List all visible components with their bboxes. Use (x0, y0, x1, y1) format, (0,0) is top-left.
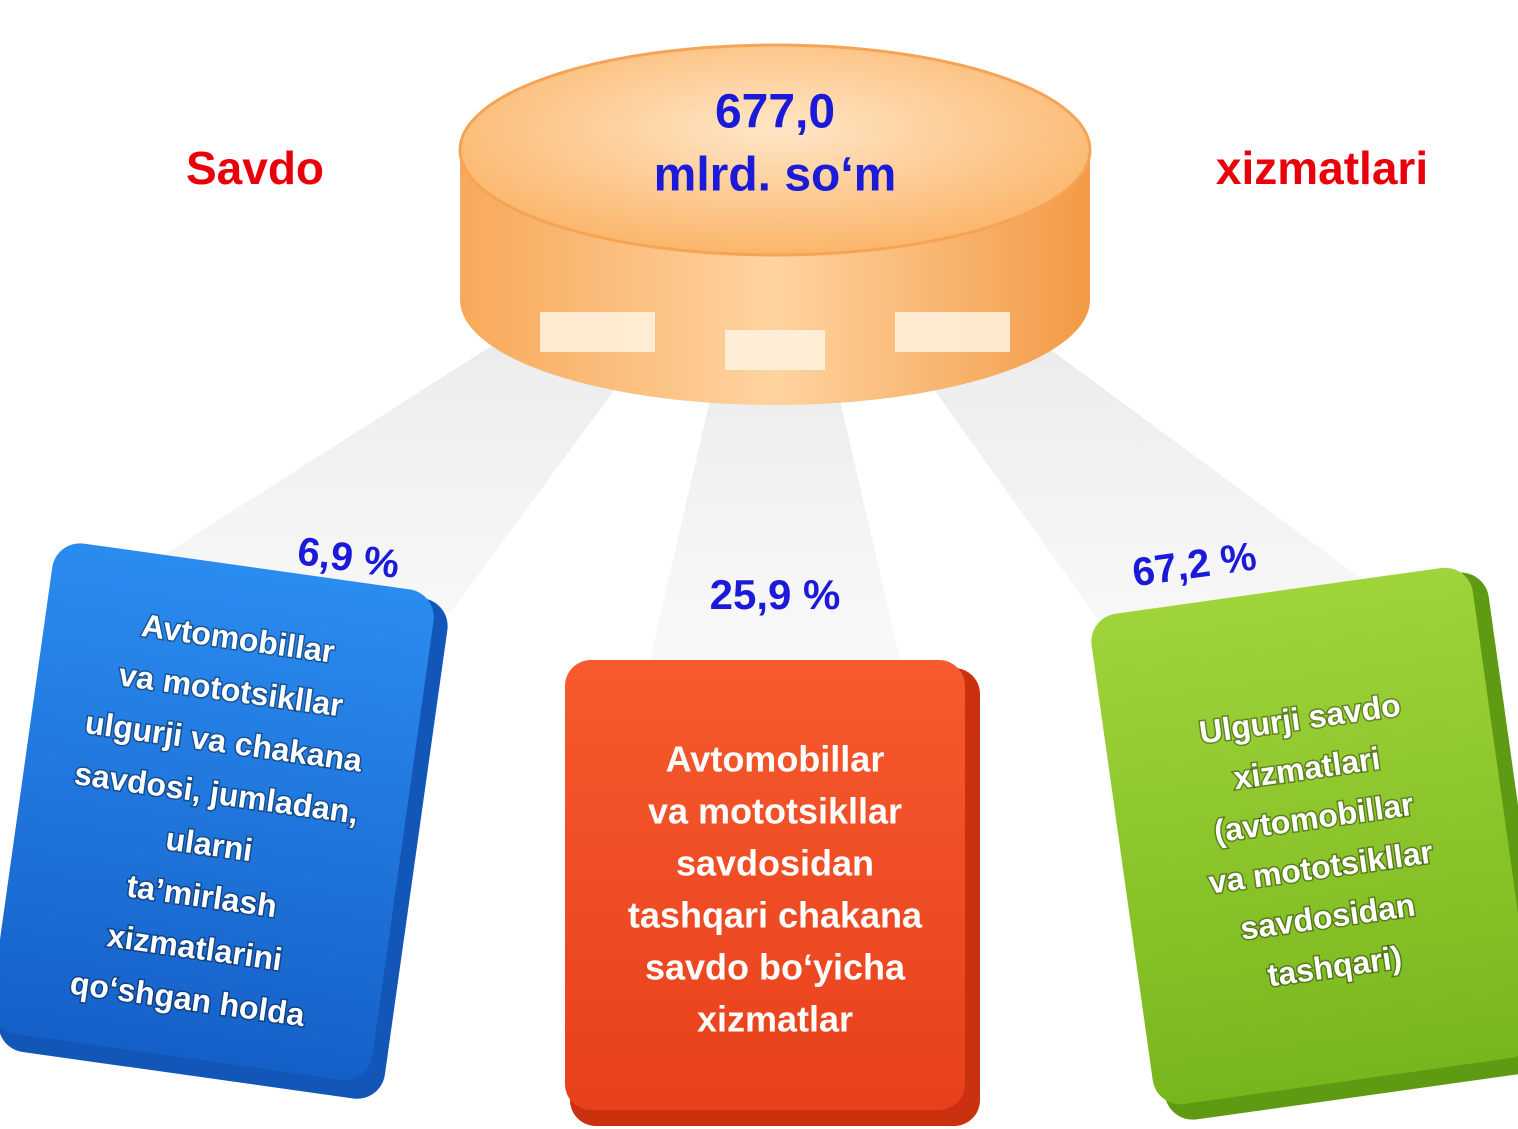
node-line: va mototsikllar (648, 791, 902, 832)
header-left: Savdo (186, 142, 324, 194)
node-percent: 25,9 % (710, 571, 841, 618)
node-line: tashqari chakana (628, 895, 923, 936)
node-box: 25,9 % Avtomobillar va mototsikllar savdos… (565, 571, 980, 1126)
node-line: xizmatlar (697, 999, 853, 1040)
node-line: savdo bo‘yicha (645, 947, 906, 988)
node-line: ularni (164, 821, 255, 869)
center-disc (458, 43, 1092, 405)
node-line: savdosidan (676, 843, 874, 884)
header-right: xizmatlari (1216, 142, 1428, 194)
beam (650, 335, 900, 660)
node-box: 67,2 % Ulgurji savdoxizmatlari(avtomobil… (1091, 534, 1518, 1120)
beam (140, 315, 655, 640)
node-line: Avtomobillar (666, 739, 885, 780)
beam (895, 320, 1370, 650)
center-unit: mlrd. so‘m (654, 149, 897, 202)
center-value: 677,0 (715, 86, 835, 139)
node-text: Avtomobillar va mototsikllar savdosidan tas… (628, 739, 923, 1040)
